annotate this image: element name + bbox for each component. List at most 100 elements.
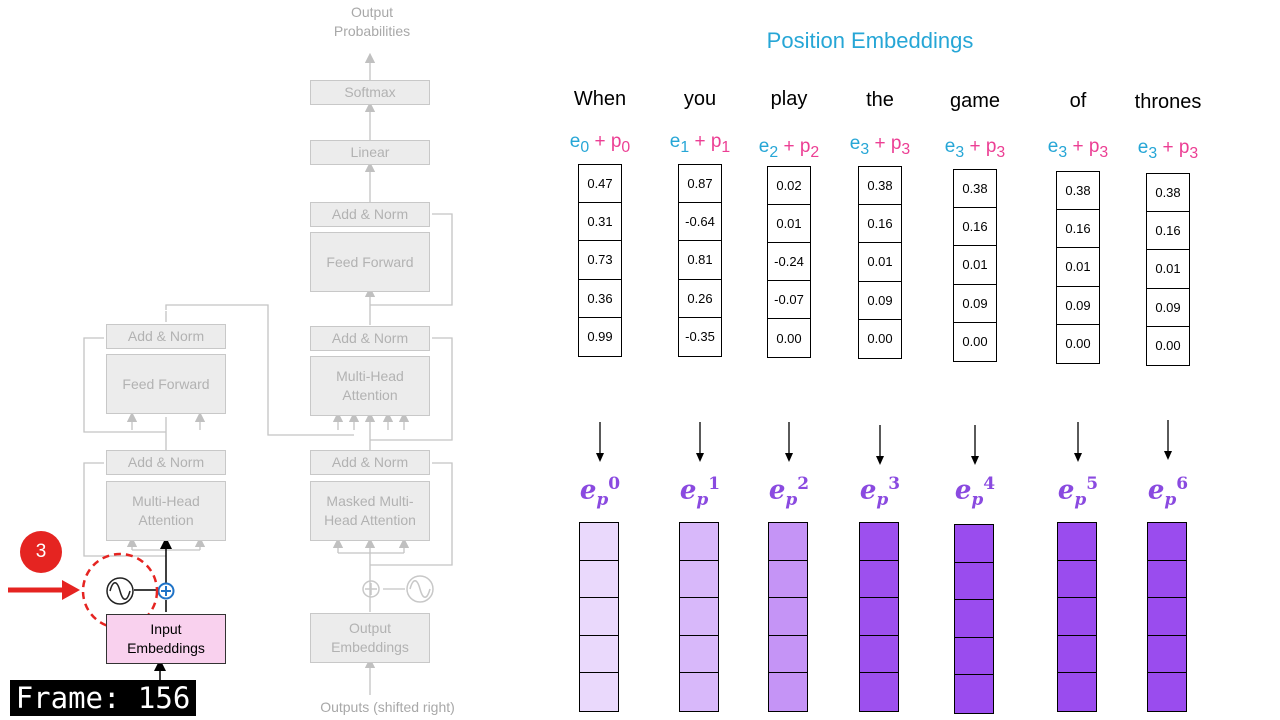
decoder-add-norm-bottom: Add & Norm xyxy=(310,450,430,475)
vector-cell: 0.01 xyxy=(1147,250,1189,289)
linear-block: Linear xyxy=(310,140,430,165)
token-word: thrones xyxy=(1134,91,1202,113)
vector-cell: 0.00 xyxy=(1155,338,1181,354)
token-word: the xyxy=(866,89,894,111)
vector-cell: 0.02 xyxy=(768,167,810,205)
vector-cell: 0.00 xyxy=(962,334,988,350)
vector-cell: 0.00 xyxy=(867,331,893,347)
position-cell xyxy=(955,525,993,563)
position-embedding-label: ep3 xyxy=(859,474,901,510)
position-embedding-label: ep4 xyxy=(954,474,996,510)
decoder-masked-attention: Masked Multi- Head Attention xyxy=(310,481,430,541)
encoder-feed-forward: Feed Forward xyxy=(106,354,226,414)
position-cell xyxy=(1148,598,1186,636)
embedding-sum-label: e2 + p2 xyxy=(758,136,820,161)
embedding-sum-label: e3 + p3 xyxy=(1047,136,1109,161)
vector-cell: 0.01 xyxy=(859,243,901,282)
position-embedding-vector xyxy=(679,522,719,712)
position-embedding-vector xyxy=(1057,522,1097,712)
down-arrow-head xyxy=(971,456,979,465)
vector-cell: -0.64 xyxy=(679,203,721,242)
down-arrow-head xyxy=(785,453,793,462)
embedding-vector: 0.02 0.01 -0.24 -0.07 0.00 xyxy=(767,166,811,358)
decoder-add-norm-top: Add & Norm xyxy=(310,202,430,227)
position-cell xyxy=(1058,561,1096,599)
vector-cell: 0.38 xyxy=(1057,172,1099,211)
position-cell xyxy=(1148,523,1186,561)
position-embedding-label: ep0 xyxy=(579,474,621,510)
embedding-sum-label: e3 + p3 xyxy=(944,136,1006,161)
position-cell xyxy=(1148,561,1186,599)
position-embedding-label: ep1 xyxy=(679,474,721,510)
step-badge: 3 xyxy=(20,531,62,573)
slide-title: Position Embeddings xyxy=(766,28,974,53)
vector-cell: 0.16 xyxy=(1057,210,1099,249)
vector-cell: 0.16 xyxy=(954,208,996,247)
decoder-plus-icon xyxy=(362,580,380,598)
position-embedding-label: ep6 xyxy=(1147,474,1189,510)
position-embedding-vector xyxy=(859,522,899,712)
vector-cell: 0.09 xyxy=(1057,287,1099,325)
embedding-vector: 0.38 0.16 0.01 0.09 0.00 xyxy=(1056,171,1100,364)
position-cell xyxy=(580,561,618,599)
encoder-add-norm-bottom: Add & Norm xyxy=(106,450,226,475)
vector-cell: 0.01 xyxy=(1057,248,1099,287)
embedding-sum-label: e3 + p3 xyxy=(1137,137,1199,162)
encoder-add-norm-top: Add & Norm xyxy=(106,324,226,349)
highlight-circle xyxy=(81,552,159,630)
position-cell xyxy=(580,598,618,636)
position-cell xyxy=(955,638,993,676)
embedding-sum-label: e3 + p3 xyxy=(849,133,911,158)
position-cell xyxy=(860,636,898,674)
down-arrow-head xyxy=(696,453,704,462)
position-cell xyxy=(680,523,718,561)
vector-cell: 0.31 xyxy=(579,203,621,242)
vector-cell: 0.81 xyxy=(679,241,721,280)
position-cell xyxy=(1058,636,1096,674)
position-cell xyxy=(580,636,618,674)
decoder-multi-head-attention: Multi-Head Attention xyxy=(310,356,430,416)
decoder-add-norm-mid: Add & Norm xyxy=(310,326,430,351)
position-cell xyxy=(769,598,807,636)
encoder-multi-head-attention: Multi-Head Attention xyxy=(106,481,226,541)
frame-label: Frame: 156 xyxy=(10,680,196,716)
vector-cell: 0.16 xyxy=(1147,212,1189,251)
token-word: of xyxy=(1069,90,1087,112)
vector-cell: 0.09 xyxy=(859,282,901,320)
vector-cell: 0.26 xyxy=(679,280,721,318)
embedding-vector: 0.38 0.16 0.01 0.09 0.00 xyxy=(858,166,902,359)
down-arrow-head xyxy=(876,456,884,465)
position-cell xyxy=(680,598,718,636)
embedding-vector: 0.47 0.31 0.73 0.36 0.99 xyxy=(578,164,622,357)
position-cell xyxy=(1058,523,1096,561)
vector-cell: 0.16 xyxy=(859,205,901,244)
vector-cell: 0.47 xyxy=(579,165,621,204)
softmax-block: Softmax xyxy=(310,80,430,105)
embedding-arrows xyxy=(596,420,1172,465)
vector-cell: -0.24 xyxy=(768,243,810,281)
token-word: game xyxy=(949,90,1001,112)
vector-cell: 0.09 xyxy=(954,285,996,323)
embedding-sum-label: e1 + p1 xyxy=(669,131,731,156)
embedding-sum-label: e0 + p0 xyxy=(569,131,631,156)
position-embedding-vector xyxy=(768,522,808,712)
vector-cell: -0.35 xyxy=(685,329,715,345)
position-cell xyxy=(680,561,718,599)
embedding-vector: 0.38 0.16 0.01 0.09 0.00 xyxy=(953,169,997,362)
vector-cell: 0.38 xyxy=(1147,174,1189,213)
input-embeddings-block: Input Embeddings xyxy=(106,614,226,664)
transformer-connectors xyxy=(8,52,453,695)
vector-cell: 0.73 xyxy=(579,241,621,280)
vector-cell: 0.38 xyxy=(954,170,996,209)
position-embedding-vector xyxy=(1147,522,1187,712)
position-cell xyxy=(769,636,807,674)
decoder-feed-forward: Feed Forward xyxy=(310,232,430,292)
token-word: you xyxy=(683,88,717,110)
output-embeddings-block: Output Embeddings xyxy=(310,613,430,663)
position-cell xyxy=(860,598,898,636)
position-cell xyxy=(1058,598,1096,636)
position-cell xyxy=(955,600,993,638)
embedding-vector: 0.87 -0.64 0.81 0.26 -0.35 xyxy=(678,164,722,357)
vector-cell: 0.87 xyxy=(679,165,721,204)
